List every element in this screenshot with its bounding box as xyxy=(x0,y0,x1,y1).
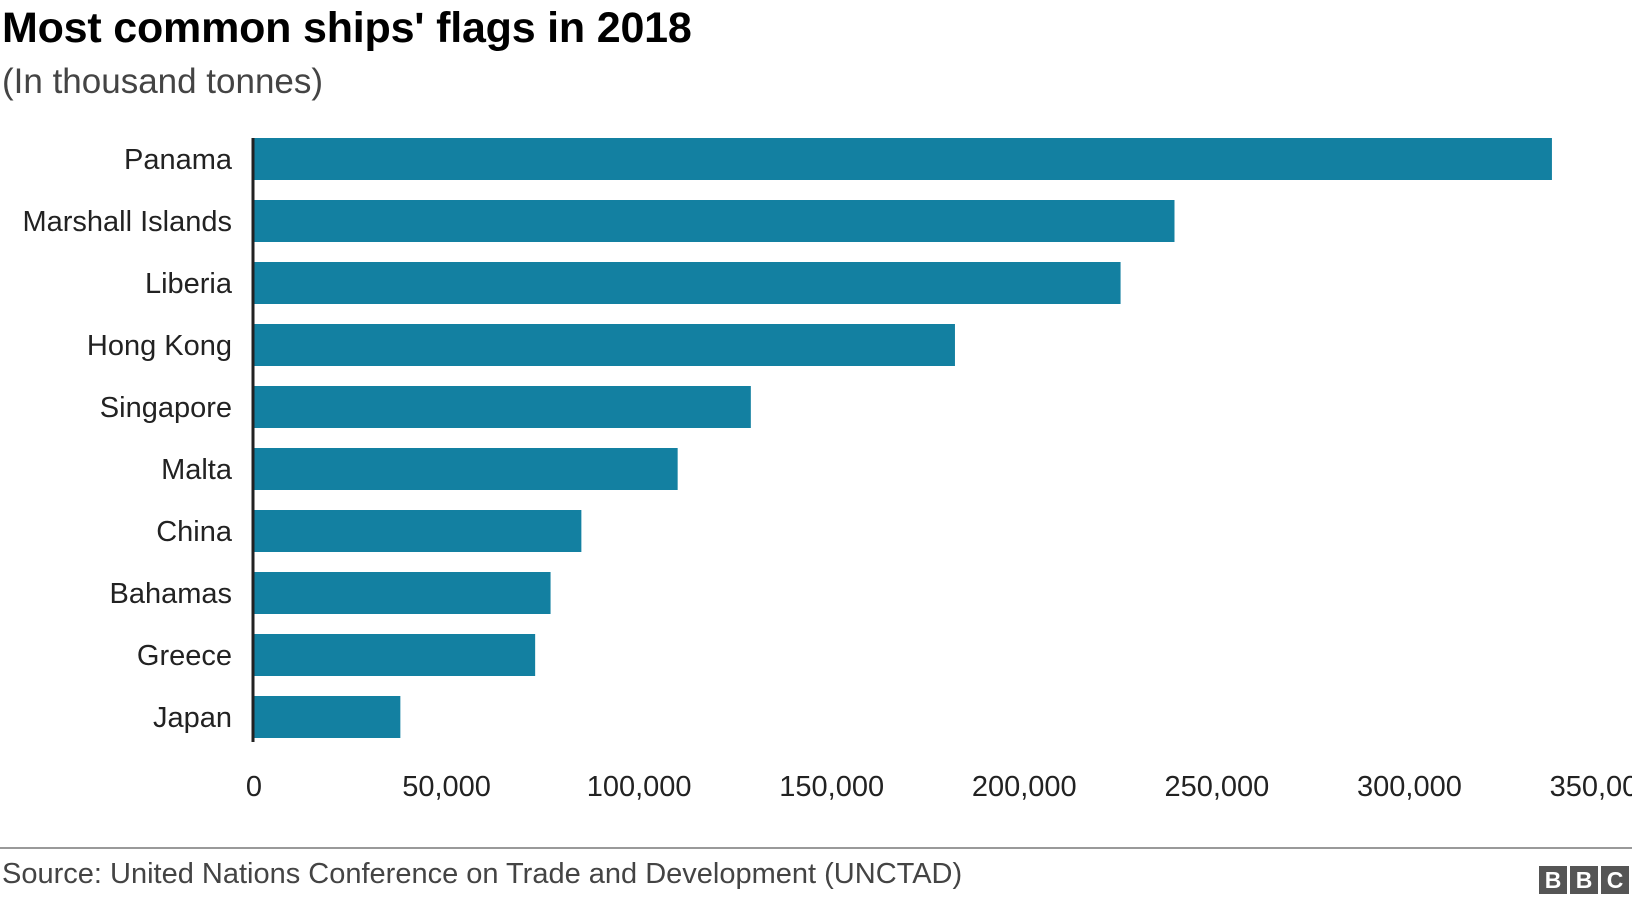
footer-divider xyxy=(0,847,1632,849)
bar-marshall-islands xyxy=(254,200,1175,242)
bbc-logo: B B C xyxy=(1539,866,1629,894)
bar-bahamas xyxy=(254,572,551,614)
chart-title: Most common ships' flags in 2018 xyxy=(2,4,692,52)
x-tick-label: 250,000 xyxy=(1164,771,1269,803)
bar-singapore xyxy=(254,386,751,428)
bbc-logo-block: B xyxy=(1539,866,1567,894)
x-tick-label: 100,000 xyxy=(587,771,692,803)
bbc-logo-block: C xyxy=(1601,866,1629,894)
category-label: Liberia xyxy=(145,268,233,300)
x-tick-label: 200,000 xyxy=(972,771,1077,803)
category-label: Singapore xyxy=(100,392,232,424)
x-tick-label: 350,000 xyxy=(1550,771,1632,803)
bar-japan xyxy=(254,696,401,738)
chart-subtitle: (In thousand tonnes) xyxy=(2,62,324,101)
category-label: Bahamas xyxy=(109,578,232,610)
x-tick-labels: 0 50,000 100,000 150,000 200,000 250,000 300,0… xyxy=(246,771,1632,803)
category-label: Malta xyxy=(161,454,233,486)
source-note: Source: United Nations Conference on Tra… xyxy=(2,858,963,890)
bar-chart: Panama Marshall Islands Liberia Hong Kong Si… xyxy=(22,138,1632,803)
bbc-logo-block: B xyxy=(1570,866,1598,894)
category-label: Japan xyxy=(153,702,232,734)
category-label: Marshall Islands xyxy=(22,206,232,238)
x-tick-label: 150,000 xyxy=(779,771,884,803)
x-tick-label: 0 xyxy=(246,771,262,803)
bar-liberia xyxy=(254,262,1121,304)
category-label: Hong Kong xyxy=(87,330,232,362)
category-label: Panama xyxy=(124,144,233,176)
bar-malta xyxy=(254,448,678,490)
x-tick-label: 50,000 xyxy=(402,771,491,803)
bar-panama xyxy=(254,138,1552,180)
bars-group xyxy=(254,138,1552,738)
category-label: Greece xyxy=(137,640,232,672)
bar-greece xyxy=(254,634,536,676)
bar-china xyxy=(254,510,582,552)
bar-hong-kong xyxy=(254,324,955,366)
x-tick-label: 300,000 xyxy=(1357,771,1462,803)
category-labels: Panama Marshall Islands Liberia Hong Kong Si… xyxy=(22,144,232,734)
category-label: China xyxy=(156,516,233,548)
